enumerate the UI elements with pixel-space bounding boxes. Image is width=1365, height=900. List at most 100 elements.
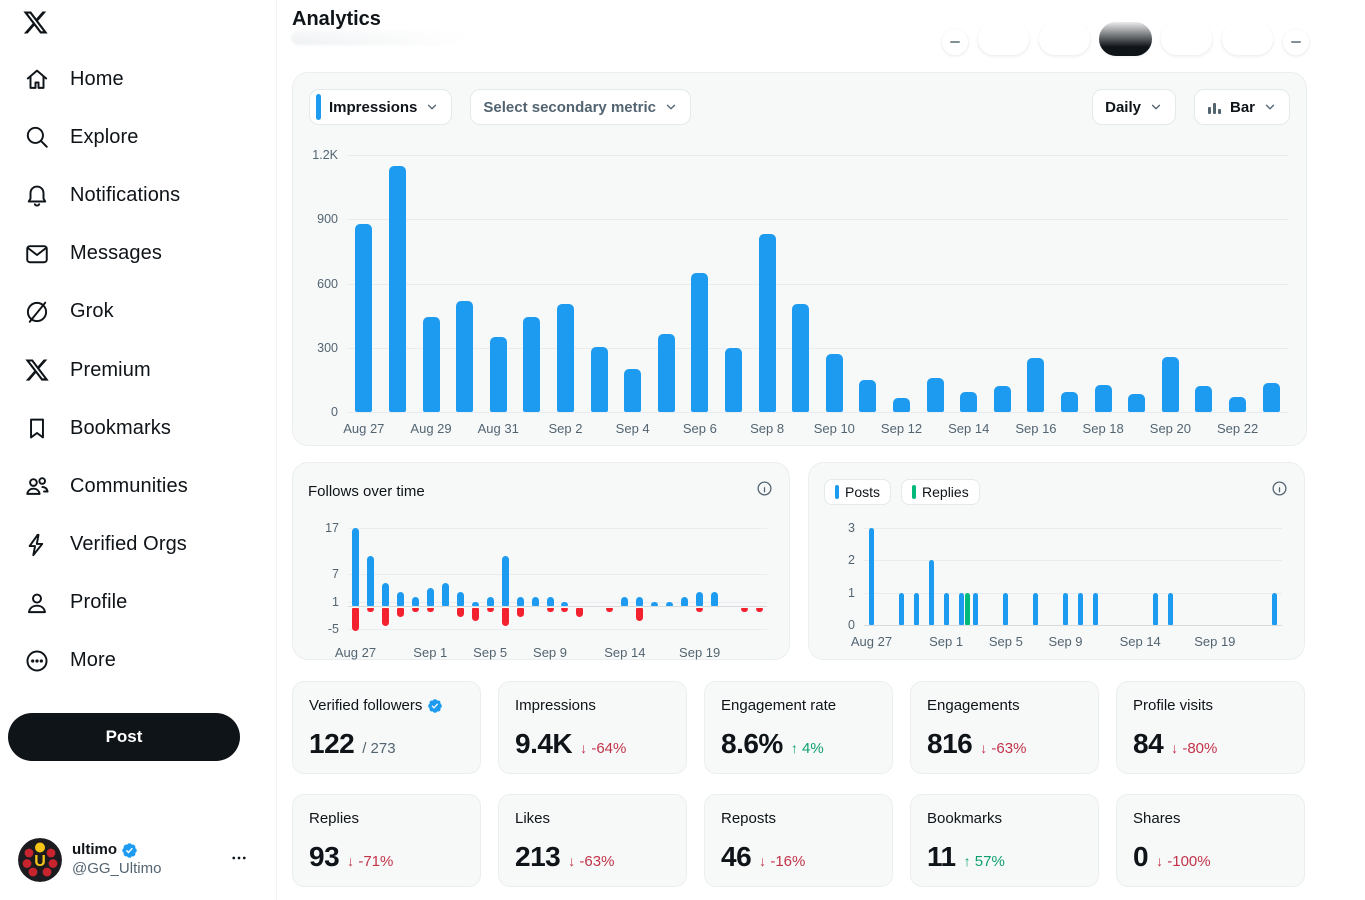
sidebar-item-grok[interactable]: Grok — [0, 283, 276, 341]
bar — [1061, 391, 1079, 412]
info-icon[interactable] — [756, 480, 773, 497]
bar — [893, 398, 911, 412]
bar — [756, 607, 764, 613]
bar — [711, 592, 719, 607]
granularity-label: Daily — [1105, 98, 1141, 116]
person-icon — [24, 590, 50, 616]
bar — [943, 592, 949, 625]
bar — [411, 596, 419, 607]
bar — [913, 592, 919, 625]
bar — [958, 592, 964, 625]
info-icon[interactable] — [1271, 480, 1288, 497]
gridline — [347, 412, 1288, 413]
bar — [501, 555, 509, 607]
toolbar-circle-button[interactable] — [941, 28, 969, 56]
grok-icon — [24, 299, 50, 325]
x-axis-tick: Sep 5 — [988, 634, 1023, 649]
bar — [441, 583, 449, 607]
sidebar-nav: Home Explore Notifications Messages Grok… — [0, 50, 276, 690]
posts-swatch — [835, 485, 839, 499]
y-axis-tick: 300 — [317, 340, 338, 355]
sidebar-item-explore[interactable]: Explore — [0, 108, 276, 166]
sidebar-item-home[interactable]: Home — [0, 50, 276, 108]
bar — [471, 607, 479, 622]
bar — [1003, 592, 1009, 625]
bar — [666, 601, 674, 607]
sidebar-item-notifications[interactable]: Notifications — [0, 166, 276, 224]
toolbar-circle-button[interactable] — [1282, 28, 1310, 56]
y-axis-tick: 900 — [317, 212, 338, 227]
x-axis-tick: Sep 14 — [1119, 634, 1161, 649]
time-range-pill[interactable] — [1160, 22, 1213, 56]
gridline — [348, 527, 767, 529]
bar — [561, 601, 569, 607]
x-axis-tick: Aug 29 — [410, 421, 452, 436]
sidebar-item-communities[interactable]: Communities — [0, 457, 276, 515]
bar — [636, 596, 644, 607]
secondary-metric-dropdown[interactable]: Select secondary metric — [470, 89, 691, 125]
stat-value: 8.6% — [721, 728, 783, 759]
account-switcher[interactable]: U ultimo @GG_Ultimo — [10, 832, 268, 888]
sidebar-item-messages[interactable]: Messages — [0, 225, 276, 283]
replies-swatch — [912, 485, 917, 499]
bar — [868, 528, 874, 625]
stat-delta: ↑ 4% — [790, 740, 824, 757]
y-axis-tick: 7 — [332, 566, 339, 581]
bar — [456, 607, 464, 617]
stat-delta: ↓ -71% — [347, 853, 394, 870]
x-axis-tick: Sep 16 — [1015, 421, 1057, 436]
bar — [1195, 386, 1213, 412]
stat-card-engagements: Engagements 816 ↓ -63% — [910, 681, 1099, 774]
stat-card-impressions: Impressions 9.4K ↓ -64% — [498, 681, 687, 774]
bar — [724, 347, 742, 412]
time-range-pill[interactable] — [977, 22, 1030, 56]
bookmark-icon — [24, 415, 50, 441]
y-axis-tick: 0 — [331, 405, 338, 419]
bar — [546, 607, 554, 613]
sidebar-item-bookmarks[interactable]: Bookmarks — [0, 399, 276, 457]
more-options-icon[interactable] — [230, 849, 248, 872]
follows-bar-chart: 17 7 1 -5 Aug 27 Sep 1 Sep 5 Sep 9 Sep 14 Sep 19 — [325, 521, 767, 660]
stat-value: 122 — [309, 728, 355, 759]
y-axis-tick: 1 — [848, 585, 855, 600]
bar — [1262, 383, 1280, 412]
time-range-pill-selected[interactable] — [1099, 22, 1152, 56]
bar — [489, 337, 507, 412]
verified-badge-icon — [121, 842, 138, 859]
gridline — [348, 601, 767, 603]
bar — [501, 607, 509, 626]
lightning-icon — [24, 532, 50, 558]
stat-delta: ↓ -63% — [568, 853, 615, 870]
sidebar-item-more[interactable]: More — [0, 632, 276, 690]
legend-posts[interactable]: Posts — [824, 479, 892, 505]
x-axis-tick: Sep 4 — [615, 421, 650, 436]
stat-card-reposts: Reposts 46 ↓ -16% — [704, 794, 893, 887]
bar — [351, 527, 359, 607]
stat-card-verified-followers: Verified followers 122 / 273 — [292, 681, 481, 774]
bar — [973, 592, 979, 625]
x-axis-tick: Aug 27 — [343, 421, 385, 436]
follows-over-time-card: Follows over time 17 7 1 -5 Aug 27 Sep 1 Sep 5… — [292, 462, 790, 660]
time-range-pill[interactable] — [1038, 22, 1091, 56]
bar — [691, 272, 709, 412]
x-logo[interactable] — [20, 7, 50, 37]
sidebar-item-verified-orgs[interactable]: Verified Orgs — [0, 516, 276, 574]
svg-text:U: U — [34, 853, 46, 870]
bell-icon — [24, 182, 50, 208]
bar — [606, 607, 614, 613]
post-button[interactable]: Post — [8, 713, 240, 761]
bar — [523, 316, 541, 412]
bar — [964, 592, 970, 625]
granularity-dropdown[interactable]: Daily — [1092, 89, 1176, 125]
bar — [1094, 385, 1112, 412]
bar — [355, 223, 373, 412]
legend-replies[interactable]: Replies — [901, 479, 980, 505]
sidebar-item-premium[interactable]: Premium — [0, 341, 276, 399]
chart-type-dropdown[interactable]: Bar — [1193, 89, 1290, 125]
time-range-pill[interactable] — [1221, 22, 1274, 56]
bar — [741, 607, 749, 613]
bar — [590, 346, 608, 412]
sidebar-item-profile[interactable]: Profile — [0, 574, 276, 632]
chevron-down-icon — [1149, 100, 1163, 114]
primary-metric-dropdown[interactable]: Impressions — [309, 89, 453, 125]
